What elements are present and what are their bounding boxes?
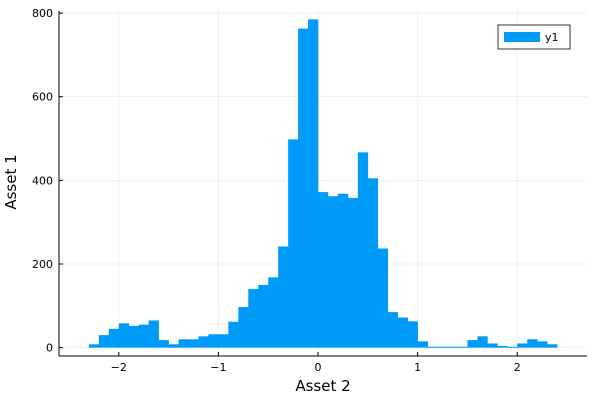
histogram-bar — [377, 248, 389, 348]
histogram-bar — [148, 320, 159, 348]
histogram-bar — [88, 344, 100, 348]
histogram-bar — [347, 197, 359, 348]
histogram-bar — [437, 346, 448, 348]
histogram-bar — [138, 324, 149, 348]
histogram-bar — [318, 192, 329, 348]
histogram-bar — [168, 344, 179, 348]
histogram-bar — [387, 312, 399, 348]
histogram-bar — [357, 152, 369, 348]
histogram-bar — [407, 321, 418, 348]
histogram-bar — [228, 321, 239, 348]
histogram-bar — [278, 246, 289, 348]
histogram-bar — [118, 323, 130, 348]
histogram-bar — [128, 325, 139, 348]
histogram-bar — [547, 344, 558, 348]
y-axis-label: Asset 1 — [2, 154, 20, 209]
legend: y1 — [497, 24, 571, 50]
histogram-bar — [367, 178, 379, 348]
histogram-bar — [537, 341, 548, 348]
histogram-bar — [188, 339, 199, 348]
histogram-bar — [467, 340, 478, 348]
x-axis-label: Asset 2 — [295, 377, 350, 395]
histogram-bar — [298, 28, 309, 348]
histogram-bar — [507, 346, 518, 348]
tick-labels: −2 −1 0 1 2 0 200 400 600 800 — [32, 7, 521, 374]
histogram-bar — [517, 343, 528, 348]
histogram-bar — [268, 277, 279, 348]
histogram-bar — [288, 139, 299, 348]
histogram-bar — [497, 345, 508, 348]
histogram-bar — [308, 19, 319, 348]
histogram-bar — [397, 317, 408, 348]
x-tick-label: 2 — [514, 361, 521, 374]
x-tick-label: −2 — [111, 361, 127, 374]
y-tick-label: 600 — [32, 91, 53, 104]
y-tick-label: 400 — [32, 174, 53, 187]
x-tick-label: 1 — [414, 361, 421, 374]
y-tick-label: 0 — [46, 342, 53, 355]
histogram-bar — [248, 289, 259, 348]
axes — [58, 11, 587, 357]
histogram-bar — [218, 334, 229, 348]
x-tick-label: −1 — [210, 361, 226, 374]
histogram-bar — [447, 346, 458, 348]
histogram-bar — [178, 339, 189, 348]
histogram-bar — [108, 328, 120, 348]
histogram-bar — [427, 346, 438, 348]
histogram-bar — [477, 336, 488, 348]
y-tick-label: 200 — [32, 258, 53, 271]
histogram-bar — [238, 307, 249, 348]
histogram-bars — [88, 19, 558, 348]
histogram-bar — [457, 346, 468, 348]
y-tick-label: 800 — [32, 7, 53, 20]
histogram-bar — [417, 341, 428, 348]
histogram-bar — [158, 340, 169, 348]
histogram-bar — [527, 339, 538, 348]
histogram-bar — [258, 284, 269, 348]
histogram-bar — [487, 343, 498, 348]
histogram-bar — [198, 336, 209, 348]
histogram-bar — [337, 193, 349, 348]
legend-swatch — [504, 32, 540, 42]
histogram-bar — [208, 334, 219, 348]
histogram-bar — [98, 335, 110, 348]
legend-label: y1 — [545, 31, 559, 44]
histogram-bar — [327, 196, 339, 348]
x-tick-label: 0 — [315, 361, 322, 374]
